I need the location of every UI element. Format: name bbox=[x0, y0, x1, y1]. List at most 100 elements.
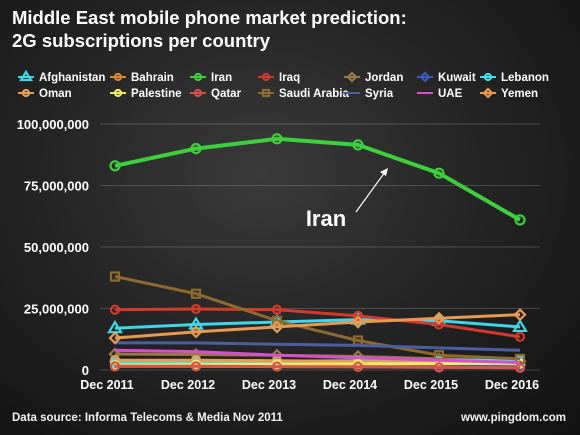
annotation-arrowhead bbox=[380, 168, 388, 176]
legend-marker bbox=[193, 88, 203, 98]
legend-label: Iraq bbox=[279, 72, 300, 84]
chart-series bbox=[107, 133, 528, 373]
y-tick-label: 25,000,000 bbox=[24, 302, 89, 317]
site-url: www.pingdom.com bbox=[461, 412, 566, 424]
legend-marker bbox=[483, 72, 493, 82]
chart-title-line2: 2G subscriptions per country bbox=[12, 30, 271, 51]
legend-item: Iraq bbox=[258, 72, 300, 84]
data-point bbox=[109, 304, 121, 315]
data-point bbox=[352, 310, 364, 321]
legend-item: Palestine bbox=[110, 88, 182, 100]
data-point bbox=[514, 331, 526, 342]
legend-label: Yemen bbox=[501, 88, 538, 100]
legend-item: Lebanon bbox=[480, 72, 549, 84]
data-point bbox=[351, 315, 365, 329]
legend-label: Palestine bbox=[131, 88, 182, 100]
x-axis: Dec 2011 Dec 2012 Dec 2013 Dec 2014 Dec 2015… bbox=[80, 378, 539, 392]
legend-label: Bahrain bbox=[131, 72, 174, 84]
data-point bbox=[433, 167, 445, 179]
series-line bbox=[114, 313, 521, 340]
legend-marker bbox=[346, 71, 358, 83]
chart-title-line1: Middle East mobile phone market predicti… bbox=[12, 7, 407, 28]
series-line bbox=[115, 364, 521, 370]
series-line bbox=[114, 275, 521, 361]
data-point bbox=[190, 303, 202, 315]
data-source-note: Data source: Informa Telecoms & Media No… bbox=[12, 412, 283, 424]
legend-label: Jordan bbox=[365, 72, 403, 84]
data-point bbox=[432, 311, 446, 325]
y-tick-label: 0 bbox=[82, 363, 89, 378]
data-point bbox=[190, 288, 202, 299]
legend-item: Kuwait bbox=[417, 71, 476, 84]
legend-item: Syria bbox=[344, 88, 394, 100]
legend-marker bbox=[21, 88, 31, 98]
data-point bbox=[109, 361, 121, 372]
legend-marker bbox=[193, 72, 203, 82]
legend-marker bbox=[113, 72, 123, 82]
x-tick-label: Dec 2016 bbox=[485, 378, 539, 392]
legend-label: Iran bbox=[211, 72, 232, 84]
series-line bbox=[114, 348, 521, 365]
data-point bbox=[190, 143, 202, 155]
data-point bbox=[189, 325, 203, 339]
data-point bbox=[352, 139, 364, 151]
data-point bbox=[109, 160, 121, 172]
data-point bbox=[108, 331, 122, 345]
x-tick-label: Dec 2015 bbox=[404, 378, 458, 392]
series-line bbox=[114, 318, 521, 330]
annotation-arrow bbox=[355, 171, 386, 213]
series-line bbox=[114, 361, 521, 367]
legend-marker bbox=[261, 88, 271, 98]
legend-item: Afghanistan bbox=[18, 69, 105, 84]
series-line bbox=[114, 307, 521, 339]
legend-item: Yemen bbox=[480, 87, 538, 100]
legend-label: Afghanistan bbox=[39, 72, 105, 84]
legend-item: Iran bbox=[190, 72, 232, 84]
series-iraq bbox=[109, 303, 526, 342]
y-tick-label: 50,000,000 bbox=[24, 240, 89, 255]
x-tick-label: Dec 2011 bbox=[80, 378, 134, 392]
data-point bbox=[270, 320, 284, 334]
y-tick-label: 75,000,000 bbox=[24, 179, 89, 194]
legend-marker bbox=[261, 72, 271, 82]
series-iran bbox=[109, 133, 526, 226]
legend-marker bbox=[19, 69, 33, 82]
y-axis: 0 25,000,000 50,000,000 75,000,000 100,000,0… bbox=[17, 117, 89, 378]
series-line bbox=[114, 136, 521, 222]
data-point bbox=[271, 361, 283, 372]
legend-marker bbox=[482, 87, 494, 99]
legend-label: Kuwait bbox=[438, 72, 476, 84]
series-line bbox=[115, 341, 521, 352]
data-point bbox=[188, 316, 204, 330]
data-point bbox=[271, 304, 283, 315]
x-tick-label: Dec 2013 bbox=[242, 378, 296, 392]
annotation-label: Iran bbox=[306, 206, 346, 231]
legend-label: UAE bbox=[438, 88, 463, 100]
data-point bbox=[271, 315, 283, 326]
data-point bbox=[433, 319, 445, 330]
legend-label: Oman bbox=[39, 88, 72, 100]
legend-item: Oman bbox=[18, 88, 72, 100]
data-point bbox=[513, 308, 527, 322]
series-uae bbox=[114, 348, 521, 365]
chart-title: Middle East mobile phone market predicti… bbox=[12, 6, 407, 52]
legend-label: Qatar bbox=[211, 88, 242, 100]
legend-item: Saudi Arabia bbox=[258, 88, 349, 100]
data-point bbox=[352, 361, 364, 372]
x-tick-label: Dec 2012 bbox=[161, 378, 215, 392]
legend-label: Saudi Arabia bbox=[279, 88, 349, 100]
legend-item: Bahrain bbox=[110, 72, 174, 84]
series-yemen bbox=[108, 308, 527, 345]
legend-label: Lebanon bbox=[501, 72, 549, 84]
data-point bbox=[514, 353, 526, 365]
legend-marker bbox=[113, 88, 123, 98]
legend-item: UAE bbox=[417, 88, 463, 100]
series-qatar bbox=[109, 361, 526, 373]
legend-item: Jordan bbox=[344, 71, 403, 84]
data-point bbox=[512, 318, 528, 333]
series-syria bbox=[115, 341, 521, 352]
data-point bbox=[109, 271, 121, 282]
legend-item: Qatar bbox=[190, 88, 242, 100]
data-point bbox=[433, 362, 445, 373]
